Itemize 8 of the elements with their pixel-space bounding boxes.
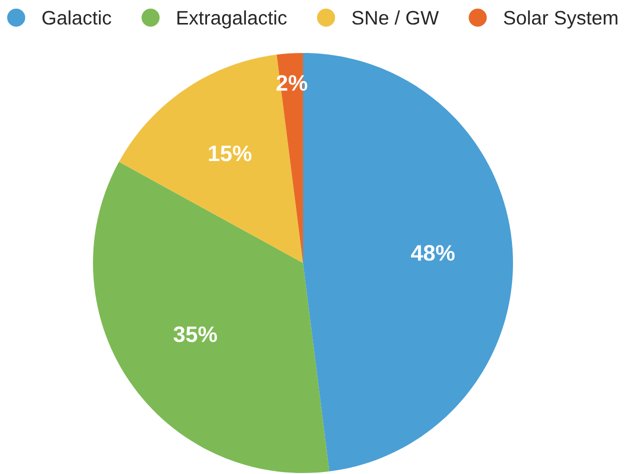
data-label: 15% [208,146,252,162]
legend-label: Extragalactic [177,10,287,29]
legend-label: Galactic [42,10,112,25]
data-label: 35% [174,326,217,342]
data-label: 48% [411,245,455,261]
pie-slice [93,162,330,473]
legend-label: Solar System [504,10,618,29]
legend-label: SNe / GW [352,10,439,25]
